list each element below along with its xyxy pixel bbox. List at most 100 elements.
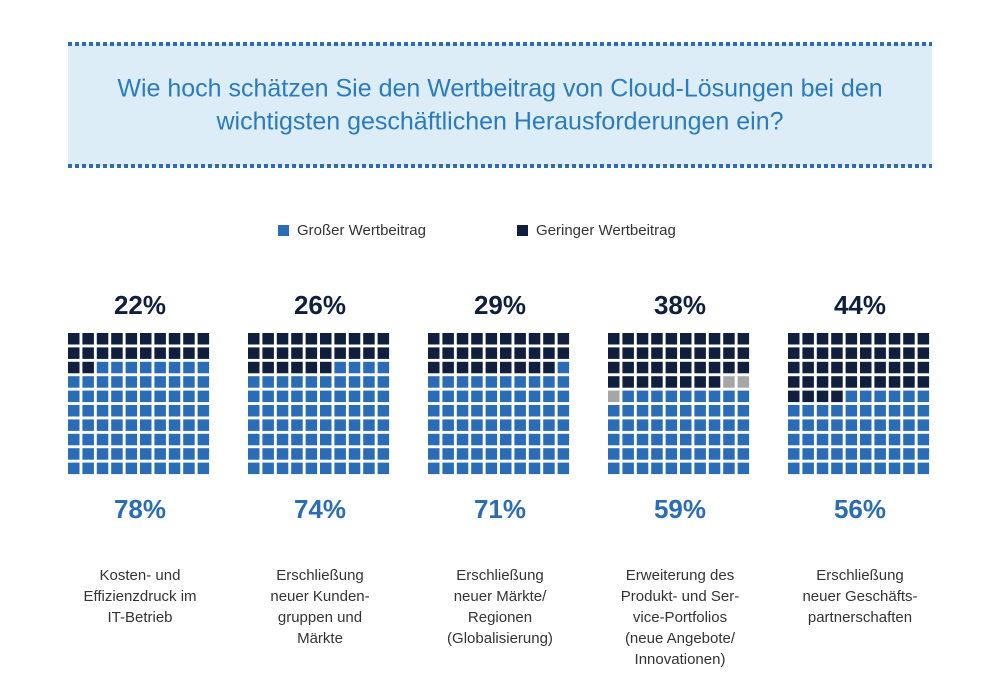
waffle-cell: [320, 405, 332, 417]
waffle-cell: [248, 433, 260, 446]
waffle-cell: [154, 390, 166, 403]
waffle-cell: [543, 419, 555, 431]
waffle-cell: [788, 376, 800, 388]
waffle-cell: [788, 361, 800, 374]
waffle-cell: [694, 361, 706, 374]
waffle-cell: [471, 405, 483, 417]
waffle-cell: [442, 405, 454, 417]
waffle-cell: [608, 361, 620, 374]
waffle-cell: [334, 419, 346, 431]
waffle-cell: [665, 433, 678, 446]
waffle-cell: [680, 405, 692, 417]
waffle-cell: [168, 462, 181, 475]
waffle-cell: [82, 361, 94, 374]
waffle-cell: [471, 419, 483, 431]
waffle-cell: [543, 448, 555, 460]
waffle-cell: [845, 448, 858, 460]
waffle-cell: [917, 376, 930, 388]
waffle-cell: [183, 448, 195, 460]
waffle-cell: [154, 376, 166, 388]
waffle-cell: [636, 448, 649, 460]
waffle-cell: [708, 433, 721, 446]
waffle-cell: [903, 390, 915, 403]
waffle-cell: [82, 390, 94, 403]
waffle-cell: [485, 376, 498, 388]
waffle-cell: [456, 390, 469, 403]
waffle-cell: [276, 347, 289, 359]
category-label: Erschließung: [276, 567, 364, 584]
waffle-cell: [68, 390, 80, 403]
waffle-cell: [788, 390, 800, 403]
waffle-cell: [334, 433, 346, 446]
waffle-cell: [723, 390, 735, 403]
waffle-cell: [291, 405, 303, 417]
waffle-cell: [557, 390, 570, 403]
waffle-cell: [514, 419, 526, 431]
category-label: Erweiterung des: [626, 567, 734, 584]
waffle-cell: [456, 405, 469, 417]
waffle-blue: [248, 361, 390, 475]
waffle-cell: [485, 361, 498, 374]
waffle-cell: [68, 347, 80, 359]
category-label: Erschließung: [456, 567, 544, 584]
waffle-cell: [248, 419, 260, 431]
waffle-cell: [680, 376, 692, 388]
category-label: vice-Portfolios: [633, 609, 727, 626]
waffle-cell: [514, 376, 526, 388]
category-label: (Globalisierung): [447, 630, 553, 647]
waffle-cell: [845, 433, 858, 446]
waffle-cell: [557, 347, 570, 359]
waffle-cell: [651, 376, 663, 388]
waffle-cell: [723, 419, 735, 431]
waffle-cell: [845, 462, 858, 475]
waffle-cell: [471, 333, 483, 345]
waffle-cell: [557, 376, 570, 388]
waffle-cell: [276, 390, 289, 403]
waffle-cell: [248, 347, 260, 359]
waffle-cell: [788, 419, 800, 431]
waffle-cell: [917, 433, 930, 446]
waffle-cell: [154, 419, 166, 431]
waffle-cell: [816, 347, 829, 359]
waffle-cell: [816, 419, 829, 431]
waffle-cell: [428, 448, 440, 460]
waffle-cell: [140, 361, 152, 374]
waffle-cell: [377, 347, 390, 359]
waffle-cell: [608, 376, 620, 388]
waffle-cell: [636, 419, 649, 431]
waffle-cell: [183, 361, 195, 374]
waffle-cell: [291, 433, 303, 446]
waffle-cell: [183, 419, 195, 431]
waffle-cell: [168, 333, 181, 345]
waffle-cell: [500, 361, 512, 374]
waffle-cell: [363, 390, 375, 403]
waffle-cell: [68, 433, 80, 446]
waffle-cell: [168, 376, 181, 388]
waffle-cell: [874, 462, 886, 475]
waffle-cell: [96, 376, 109, 388]
waffle-cell: [680, 361, 692, 374]
waffle-cell: [651, 405, 663, 417]
waffle-cell: [608, 347, 620, 359]
legend-label: Geringer Wertbeitrag: [536, 222, 676, 239]
waffle-cell: [183, 405, 195, 417]
waffle-cell: [737, 347, 750, 359]
waffle-cell: [831, 347, 843, 359]
waffle-cell: [68, 376, 80, 388]
waffle-cell: [622, 405, 634, 417]
waffle-cell: [248, 405, 260, 417]
waffle-cell: [320, 462, 332, 475]
waffle-cell: [557, 462, 570, 475]
waffle-cell: [665, 361, 678, 374]
waffle-cell: [694, 390, 706, 403]
waffle-cell: [276, 433, 289, 446]
waffle-cell: [874, 376, 886, 388]
waffle-cell: [485, 448, 498, 460]
waffle-cell: [708, 390, 721, 403]
waffle-cell: [197, 390, 210, 403]
waffle-cell: [528, 462, 541, 475]
waffle-cell: [168, 433, 181, 446]
waffle-cell: [831, 433, 843, 446]
waffle-cell: [348, 448, 361, 460]
